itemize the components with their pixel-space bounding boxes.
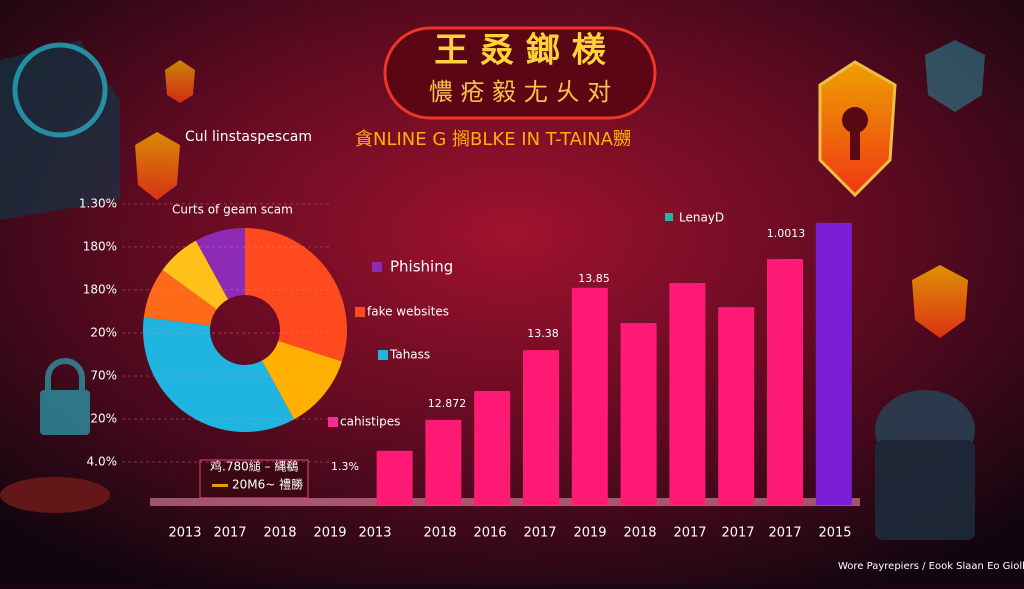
y-tick-label: 1.30% — [79, 196, 117, 210]
bar — [376, 450, 413, 505]
bar — [718, 307, 755, 505]
pie-slice — [245, 228, 347, 362]
x-tick-label: 2017 — [768, 526, 801, 541]
box-text: 鸡.780縋 – 縄鵗 — [210, 459, 298, 474]
y-tick-label: 20% — [90, 325, 117, 339]
pie-slice — [143, 317, 295, 433]
legend-swatch — [328, 417, 338, 427]
x-tick-label: 2019 — [313, 526, 346, 541]
x-tick-label: 2018 — [263, 526, 296, 541]
pie-slice — [162, 240, 229, 310]
legend-label: Phishing — [390, 258, 453, 276]
bar — [620, 323, 657, 505]
bar — [425, 419, 462, 505]
bar — [767, 258, 803, 505]
decoration — [0, 26, 985, 540]
box-text: 20M6~ 禮勝 — [232, 477, 303, 492]
x-tick-label: 2017 — [523, 526, 556, 541]
subtitle: 憹 疮 毅 尢 乆 对 — [429, 78, 611, 106]
x-tick-label: 2016 — [473, 526, 506, 541]
pie-slice — [143, 270, 217, 326]
x-tick-label: 2018 — [623, 526, 656, 541]
pie-slice — [261, 340, 343, 420]
title: 王 叒 鎯 檨 — [434, 31, 606, 71]
bar — [523, 350, 559, 505]
pie-slice — [195, 228, 245, 300]
y-tick-label: 180% — [83, 282, 117, 296]
annotation: 1.3% — [331, 460, 359, 473]
x-tick-label: 2013 — [168, 526, 201, 541]
legend-swatch — [665, 213, 673, 221]
y-tick-label: 180% — [83, 239, 117, 253]
bar — [815, 222, 852, 505]
legend-label: Tahass — [389, 348, 430, 362]
annotation: 1.0013 — [767, 227, 806, 240]
x-tick-label: 2015 — [818, 526, 851, 541]
headline: 貪NLINE G 搁BLKE IN T-TAINA嬲 — [355, 128, 631, 150]
credit: Wore Payrepiers / Eook Slaan Eo Giollk — [838, 561, 1024, 572]
legend-swatch — [378, 350, 388, 360]
x-tick-label: 2017 — [673, 526, 706, 541]
legend-swatch — [355, 307, 365, 317]
annotation: 13.38 — [527, 327, 559, 340]
legend-label: fake websites — [367, 305, 449, 319]
legend-label: LenayD — [679, 211, 724, 225]
y-tick-label: 70% — [90, 368, 117, 382]
bar — [669, 283, 706, 505]
x-tick-label: 2019 — [573, 526, 606, 541]
legend-label: cahistipes — [340, 415, 400, 429]
y-tick-label: 4.0% — [87, 454, 118, 468]
caption: Cul linstaspescam — [185, 129, 312, 145]
y-tick-label: 20% — [90, 411, 117, 425]
bar — [571, 287, 608, 505]
x-tick-label: 2018 — [423, 526, 456, 541]
x-tick-label: 2017 — [213, 526, 246, 541]
legend-swatch — [372, 262, 382, 272]
annotation: 13.85 — [578, 272, 610, 285]
x-tick-label: 2013 — [358, 526, 391, 541]
x-tick-label: 2017 — [721, 526, 754, 541]
pie-title: Curts of geam scam — [172, 203, 293, 217]
annotation: 12.872 — [428, 397, 467, 410]
bar — [474, 391, 511, 505]
